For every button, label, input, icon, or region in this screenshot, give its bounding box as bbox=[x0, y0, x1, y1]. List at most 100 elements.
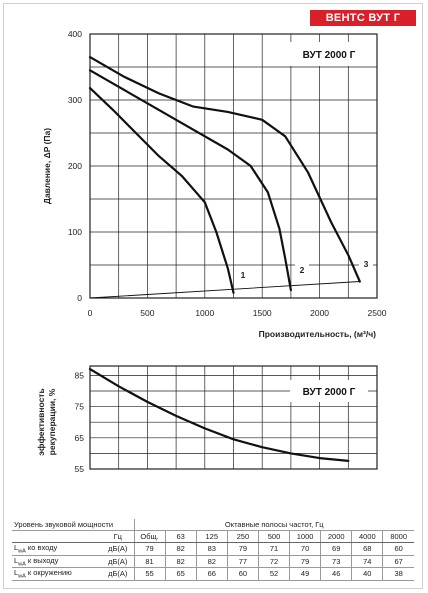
band-column-header: 63 bbox=[164, 530, 197, 543]
pressure-y-axis-label: Давление, ΔP (Па) bbox=[42, 128, 52, 204]
efficiency-model-bg bbox=[290, 380, 368, 402]
table-cell: 79 bbox=[226, 542, 259, 556]
curve-label-3-box: 3 bbox=[359, 257, 373, 269]
table-cell: 67 bbox=[382, 555, 414, 568]
efficiency-y-axis-label-line1: эффективность bbox=[36, 388, 46, 455]
system-characteristic-line bbox=[89, 281, 361, 299]
efficiency-curves bbox=[88, 368, 350, 462]
table-row: LwA к выходу дБ(А) 81 82 82 77 72 79 73 74 67 bbox=[12, 555, 414, 568]
pressure-x-tick: 1000 bbox=[195, 308, 214, 318]
band-column-header: 8000 bbox=[382, 530, 414, 543]
pressure-curve-3 bbox=[88, 55, 361, 283]
table-cell: 79 bbox=[133, 542, 166, 556]
table-body: LwA ко входу дБ(А) 79 82 83 79 71 70 69 68 60 LwA к… bbox=[12, 542, 414, 581]
table-cell: 46 bbox=[320, 567, 352, 581]
table-cell: 66 bbox=[195, 567, 228, 581]
pressure-x-tick: 2500 bbox=[368, 308, 387, 318]
sound-power-table: Уровень звуковой мощности Октавные полос… bbox=[12, 519, 414, 581]
pressure-ticks: 0 500 1000 1500 2000 2500 0 100 200 300 400 bbox=[68, 29, 387, 318]
pressure-x-axis-label: Производительность, (м³/ч) bbox=[259, 329, 377, 339]
table-cell: 79 bbox=[289, 555, 321, 568]
row-label: LwA к окружению bbox=[12, 567, 102, 581]
table-cell: 49 bbox=[289, 567, 321, 581]
table-cell: 77 bbox=[226, 555, 259, 568]
band-column-header: 4000 bbox=[351, 530, 383, 543]
row-unit: дБ(А) bbox=[102, 542, 134, 556]
efficiency-y-tick: 65 bbox=[75, 433, 85, 443]
band-column-header: 125 bbox=[195, 530, 228, 543]
pressure-curve-2 bbox=[88, 69, 292, 292]
table-cell: 52 bbox=[257, 567, 290, 581]
curve-label-3: 3 bbox=[364, 259, 369, 269]
table-row: LwA ко входу дБ(А) 79 82 83 79 71 70 69 68 60 bbox=[12, 542, 414, 556]
pressure-y-tick: 300 bbox=[68, 95, 82, 105]
table-row: LwA к окружению дБ(А) 55 65 66 60 52 49 46 40 38 bbox=[12, 567, 414, 581]
band-column-header: Общ. bbox=[133, 530, 166, 543]
brand-badge: ВЕНТС ВУТ Г bbox=[310, 10, 416, 26]
curve-label-3-bg bbox=[359, 257, 373, 269]
pressure-y-tick: 200 bbox=[68, 161, 82, 171]
table-cell: 70 bbox=[289, 542, 321, 556]
efficiency-y-tick: 55 bbox=[75, 464, 85, 474]
efficiency-model-box: ВУТ 2000 Г bbox=[290, 380, 368, 402]
table-header-row: Уровень звуковой мощности Октавные полос… bbox=[12, 519, 414, 531]
pressure-y-tick: 400 bbox=[68, 29, 82, 39]
table-cell: 69 bbox=[320, 542, 352, 556]
pressure-model-bg bbox=[290, 42, 368, 66]
efficiency-y-axis-label-line2: рекуперации, % bbox=[47, 388, 57, 455]
table-cell: 82 bbox=[195, 555, 228, 568]
curve-label-2: 2 bbox=[300, 265, 305, 275]
pressure-curves bbox=[88, 55, 361, 299]
curve-label-2-box: 2 bbox=[295, 263, 309, 275]
table-title: Уровень звуковой мощности bbox=[12, 519, 134, 531]
table-cell: 71 bbox=[257, 542, 290, 556]
pressure-x-tick: 500 bbox=[140, 308, 154, 318]
table-cell: 82 bbox=[164, 542, 197, 556]
table-cell: 81 bbox=[133, 555, 166, 568]
bands-title: Октавные полосы частот, Гц bbox=[133, 519, 414, 531]
pressure-model-box: ВУТ 2000 Г bbox=[290, 42, 368, 66]
efficiency-curve bbox=[88, 368, 350, 462]
efficiency-y-tick: 75 bbox=[75, 402, 85, 412]
pressure-y-tick: 0 bbox=[77, 293, 82, 303]
table-cell: 82 bbox=[164, 555, 197, 568]
pressure-model-label: ВУТ 2000 Г bbox=[303, 50, 356, 61]
efficiency-y-tick: 85 bbox=[75, 370, 85, 380]
table-cell: 72 bbox=[257, 555, 290, 568]
table-cell: 40 bbox=[351, 567, 383, 581]
pressure-grid bbox=[90, 34, 377, 298]
curve-label-1: 1 bbox=[241, 270, 246, 280]
pressure-x-tick: 0 bbox=[88, 308, 93, 318]
efficiency-chart: 55 65 75 85 ВУТ 2000 Г эффективность рекупе… bbox=[36, 365, 378, 474]
curve-label-1-box: 1 bbox=[236, 268, 250, 280]
row-label-subscript: wA bbox=[18, 573, 26, 580]
pressure-x-tick: 2000 bbox=[310, 308, 329, 318]
row-unit: дБ(А) bbox=[102, 567, 134, 581]
empty-cell bbox=[12, 530, 102, 543]
pressure-y-tick: 100 bbox=[68, 227, 82, 237]
table-cell: 68 bbox=[351, 542, 383, 556]
table-cell: 60 bbox=[382, 542, 414, 556]
table-cell: 60 bbox=[226, 567, 259, 581]
band-column-header: 500 bbox=[257, 530, 290, 543]
band-column-header: 2000 bbox=[320, 530, 352, 543]
band-column-header: 250 bbox=[226, 530, 259, 543]
curve-label-1-bg bbox=[236, 268, 250, 280]
table-columns-row: Гц Общ. 63 125 250 500 1000 2000 4000 8000 bbox=[12, 530, 414, 543]
efficiency-model-label: ВУТ 2000 Г bbox=[303, 387, 356, 398]
band-column-header: 1000 bbox=[289, 530, 321, 543]
row-label: LwA ко входу bbox=[12, 542, 102, 556]
table-cell: 65 bbox=[164, 567, 197, 581]
table-cell: 38 bbox=[382, 567, 414, 581]
row-label-subscript: wA bbox=[18, 548, 26, 555]
row-label-subscript: wA bbox=[18, 561, 26, 567]
unit-hz: Гц bbox=[102, 530, 134, 543]
pressure-x-tick: 1500 bbox=[253, 308, 272, 318]
pressure-curve-1 bbox=[88, 86, 235, 294]
table-cell: 55 bbox=[133, 567, 166, 581]
table-cell: 83 bbox=[195, 542, 228, 556]
efficiency-grid bbox=[90, 366, 377, 469]
row-label: LwA к выходу bbox=[12, 555, 102, 568]
curve-label-2-bg bbox=[295, 263, 309, 275]
